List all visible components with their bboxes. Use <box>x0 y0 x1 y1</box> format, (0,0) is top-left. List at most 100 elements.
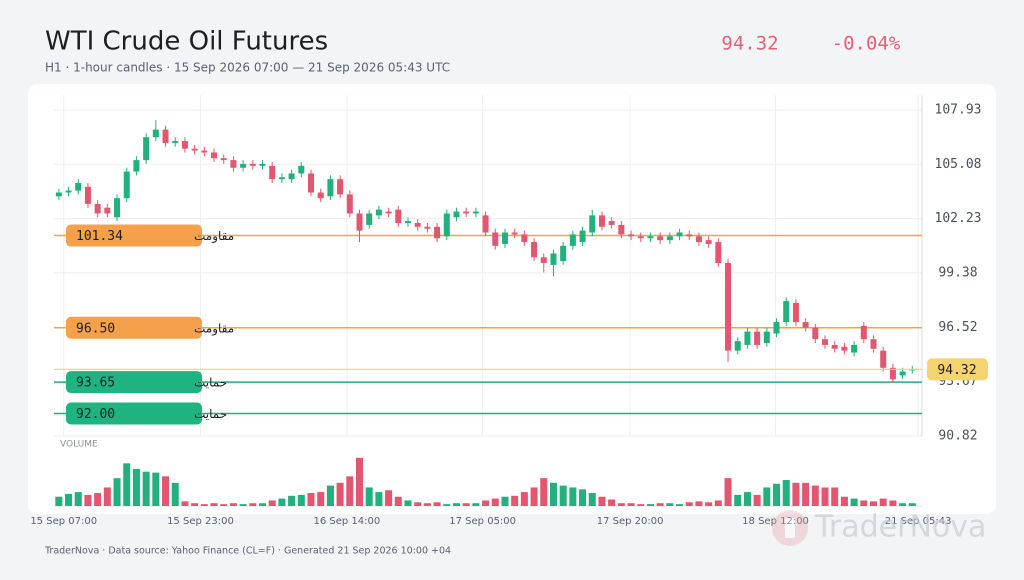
volume-bar <box>84 494 92 506</box>
volume-bar <box>617 503 625 506</box>
volume-bar <box>278 498 286 506</box>
volume-bar <box>200 504 208 506</box>
volume-bar <box>336 482 344 506</box>
candle-body <box>482 215 489 233</box>
volume-bar <box>162 476 170 506</box>
volume-bar <box>821 487 829 506</box>
candle-body <box>356 213 363 231</box>
candle-body <box>327 179 334 197</box>
candle-body <box>65 190 72 193</box>
volume-bar <box>55 496 63 506</box>
volume-bar <box>773 483 781 506</box>
candle-body <box>172 141 179 143</box>
volume-bar <box>724 478 732 506</box>
candle-body <box>569 234 576 246</box>
last-price: 94.32 <box>721 33 778 55</box>
candle-body <box>443 213 450 237</box>
volume-bar <box>685 502 693 506</box>
volume-bar <box>297 494 305 506</box>
candle-body <box>152 129 159 138</box>
volume-bar <box>598 496 606 506</box>
volume-bar <box>889 500 897 506</box>
candle-body <box>628 234 635 237</box>
candle-body <box>337 179 344 195</box>
level-value: 92.00 <box>76 407 115 422</box>
level-value: 93.65 <box>76 376 115 391</box>
volume-bar <box>307 493 315 506</box>
volume-bar <box>511 495 519 506</box>
candle-body <box>657 236 664 241</box>
volume-bar <box>734 494 742 506</box>
volume-bar <box>714 500 722 506</box>
candle-body <box>278 177 285 180</box>
candle-body <box>550 253 557 265</box>
candle-body <box>773 322 780 334</box>
volume-bar <box>268 500 276 506</box>
level-badge <box>66 371 202 394</box>
volume-bar <box>491 498 499 506</box>
candle-body <box>453 211 460 218</box>
candle-body <box>676 232 683 237</box>
volume-bar <box>627 503 635 506</box>
volume-bar <box>113 478 121 506</box>
level-badge <box>66 224 202 247</box>
volume-bar <box>229 503 237 506</box>
volume-bar <box>103 487 111 506</box>
volume-bar <box>142 471 150 506</box>
candle-body <box>269 165 276 180</box>
volume-bar <box>288 495 296 506</box>
volume-bar <box>501 496 509 506</box>
candle-body <box>414 222 421 227</box>
volume-bar <box>850 498 858 506</box>
candle-body <box>123 171 130 199</box>
candle-body <box>705 240 712 244</box>
volume-bar <box>355 457 364 506</box>
volume-bar <box>210 503 218 506</box>
volume-bar <box>181 501 189 506</box>
volume-bar <box>423 503 431 506</box>
volume-bar <box>802 482 810 506</box>
volume-bar <box>860 500 868 506</box>
candle-body <box>434 226 441 239</box>
candle-body <box>822 339 829 345</box>
price-change: -0.04% <box>832 33 901 55</box>
candle-body <box>162 129 169 143</box>
volume-bar <box>753 494 761 506</box>
volume-bar <box>346 476 354 506</box>
candle-body <box>288 173 295 180</box>
volume-bar <box>559 485 567 506</box>
x-tick-label: 16 Sep 14:00 <box>314 516 381 527</box>
volume-bar <box>152 472 160 506</box>
volume-bar <box>763 487 771 506</box>
watermark-logo <box>772 510 808 546</box>
candle-body <box>725 262 732 351</box>
candle-body <box>317 192 324 199</box>
volume-bar <box>123 463 131 506</box>
level-value: 101.34 <box>76 229 123 244</box>
y-tick-label: 90.82 <box>938 429 977 444</box>
candle-body <box>695 236 702 243</box>
candle-body <box>249 163 256 166</box>
last-price-badge-label: 94.32 <box>937 363 976 378</box>
level-kind: حمایت <box>194 407 227 421</box>
volume-bar <box>74 492 82 506</box>
chart-subtitle: H1 · 1-hour candles · 15 Sep 2026 07:00 … <box>45 61 450 75</box>
y-tick-label: 102.23 <box>935 211 982 226</box>
volume-bar <box>375 492 383 506</box>
volume-bar <box>676 504 684 506</box>
candle-body <box>802 322 809 328</box>
volume-bar <box>792 482 800 506</box>
y-tick-label: 107.93 <box>935 103 982 118</box>
chart-title: WTI Crude Oil Futures <box>45 27 328 57</box>
candle-body <box>55 192 62 197</box>
volume-bar <box>637 504 645 506</box>
level-value: 96.50 <box>76 321 115 336</box>
volume-label: VOLUME <box>60 440 98 450</box>
candle-body <box>94 203 101 214</box>
candle-body <box>540 257 547 263</box>
volume-bar <box>443 504 451 506</box>
candle-body <box>841 346 848 351</box>
x-tick-label: 18 Sep 12:00 <box>742 516 809 527</box>
candle-body <box>114 198 121 218</box>
